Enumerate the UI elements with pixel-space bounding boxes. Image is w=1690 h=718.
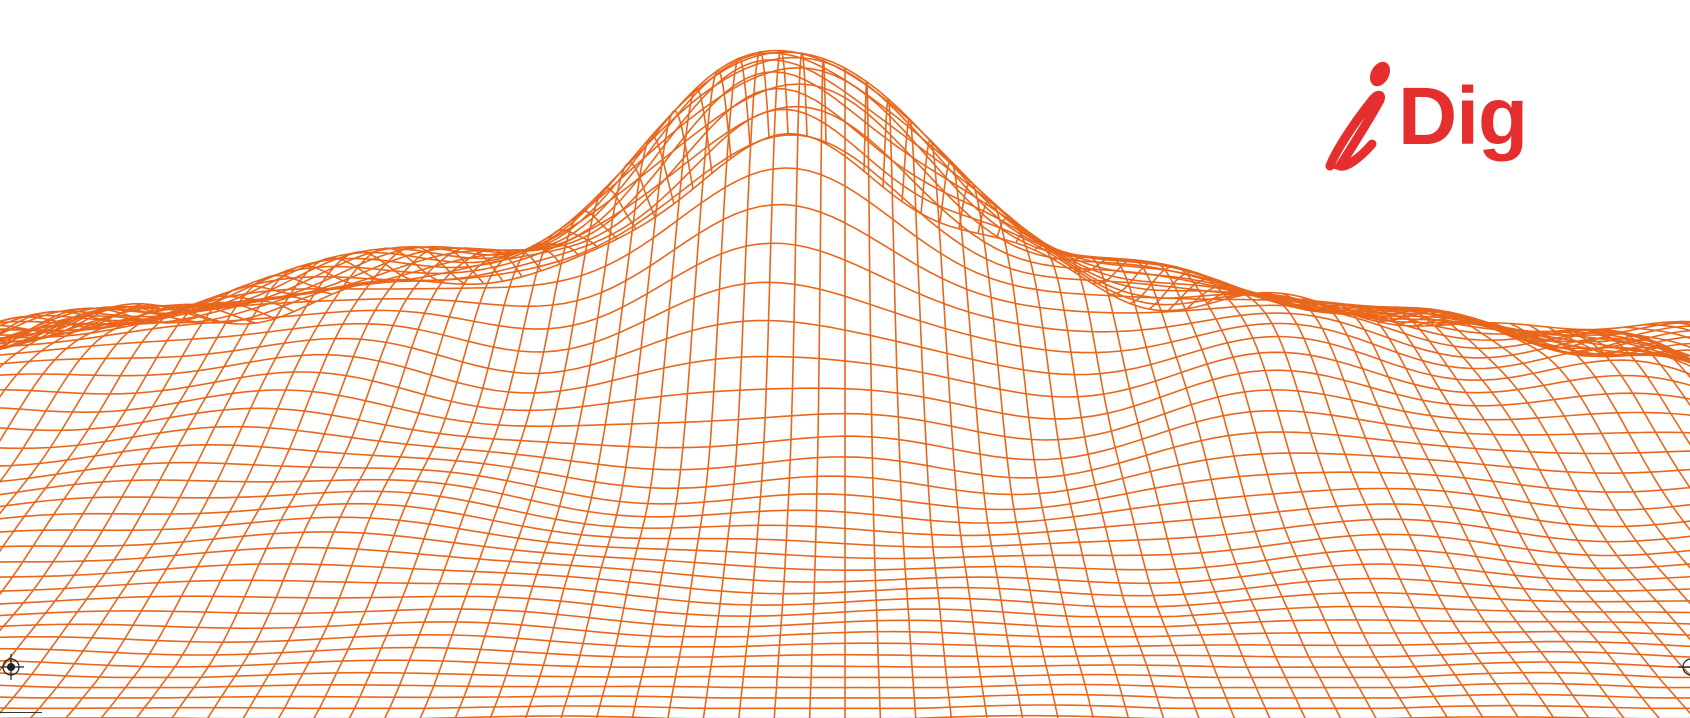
mesh-column-line xyxy=(808,57,827,718)
mesh-column-line xyxy=(0,310,181,335)
logo-i-dot xyxy=(1369,61,1391,87)
mesh-column-line xyxy=(1091,258,1306,718)
mesh-column-line xyxy=(1509,322,1690,360)
mesh-column-line xyxy=(667,57,751,718)
logo-i-stem xyxy=(1325,90,1385,171)
idig-logo-mark xyxy=(1325,61,1391,171)
mesh-column-line xyxy=(0,295,314,553)
mesh-column-line xyxy=(0,303,143,335)
mesh-column-line xyxy=(882,98,917,718)
mesh-column-line xyxy=(1167,278,1449,718)
registration-crosshair-icon xyxy=(0,654,24,680)
mesh-column-line xyxy=(206,247,504,718)
mesh-column-line xyxy=(0,303,257,443)
mesh-column-line xyxy=(738,49,789,718)
mesh-column-line xyxy=(1472,322,1690,379)
mesh-column-line xyxy=(920,139,988,718)
mesh-column-line xyxy=(901,118,953,718)
mesh-column-line xyxy=(1281,292,1661,718)
mesh-column-line xyxy=(489,162,656,718)
mesh-column-line xyxy=(773,52,808,718)
mesh-column-line xyxy=(1300,296,1690,715)
mesh-column-line xyxy=(977,199,1095,718)
mesh-column-line xyxy=(1110,261,1342,718)
mesh-column-line xyxy=(0,265,390,715)
mesh-column-line xyxy=(595,87,713,718)
mesh-column-line xyxy=(958,180,1059,718)
mesh-column-line xyxy=(313,248,561,718)
mesh-column-line xyxy=(1566,328,1690,362)
mesh-column-line xyxy=(0,285,351,632)
mesh-column-line xyxy=(1224,293,1555,718)
mesh-column-line xyxy=(1357,308,1690,605)
mesh-column-line xyxy=(1053,255,1236,718)
mesh-column-line xyxy=(0,274,370,672)
mesh-column-line xyxy=(0,299,295,515)
mesh-column-line xyxy=(171,246,485,718)
mesh-column-line xyxy=(384,229,599,718)
mesh-column-line xyxy=(939,160,1024,718)
mesh-column-line xyxy=(1148,271,1413,718)
mesh-column-line xyxy=(1129,265,1377,718)
mesh-column-line xyxy=(419,210,618,718)
mesh-column-line xyxy=(277,249,542,718)
mesh-column-line xyxy=(1338,307,1690,641)
mesh-column-line xyxy=(100,247,447,718)
mesh-column-line xyxy=(1433,320,1690,446)
mesh-column-line xyxy=(1072,257,1271,718)
mesh-column-line xyxy=(1262,291,1625,718)
mesh-column-line xyxy=(0,302,276,483)
mesh-column-line xyxy=(242,248,523,718)
mesh-column-line xyxy=(702,51,770,718)
mesh-column-line xyxy=(1395,313,1690,531)
logo-wordmark: Dig xyxy=(1398,71,1528,162)
mesh-column-line xyxy=(348,242,580,718)
mesh-column-line xyxy=(0,305,162,329)
trim-mark xyxy=(0,712,42,713)
mesh-column-line xyxy=(135,245,466,718)
mesh-column-line xyxy=(524,135,675,718)
mesh-column-line xyxy=(1015,231,1165,718)
wireframe-mesh xyxy=(0,49,1690,718)
mesh-column-line xyxy=(454,187,637,718)
mesh-column-line xyxy=(1452,322,1690,407)
mesh-column-line xyxy=(0,307,200,351)
registration-crosshair-icon xyxy=(1678,658,1690,676)
mesh-column-line xyxy=(1547,326,1690,364)
mesh-column-line xyxy=(1490,322,1690,364)
mesh-column-line xyxy=(1319,301,1690,677)
idig-logo: Dig xyxy=(1316,58,1528,178)
mesh-column-line xyxy=(863,80,882,718)
mesh-column-line xyxy=(29,257,409,718)
mesh-column-line xyxy=(0,305,218,369)
mesh-column-line xyxy=(0,290,333,596)
mesh-column-line xyxy=(1034,244,1200,718)
mesh-column-line xyxy=(560,110,694,718)
mesh-column-line xyxy=(0,304,237,398)
mesh-column-line xyxy=(64,251,427,718)
mesh-column-line xyxy=(1186,284,1485,718)
mesh-column-line xyxy=(996,216,1130,718)
mesh-column-line xyxy=(631,69,732,718)
